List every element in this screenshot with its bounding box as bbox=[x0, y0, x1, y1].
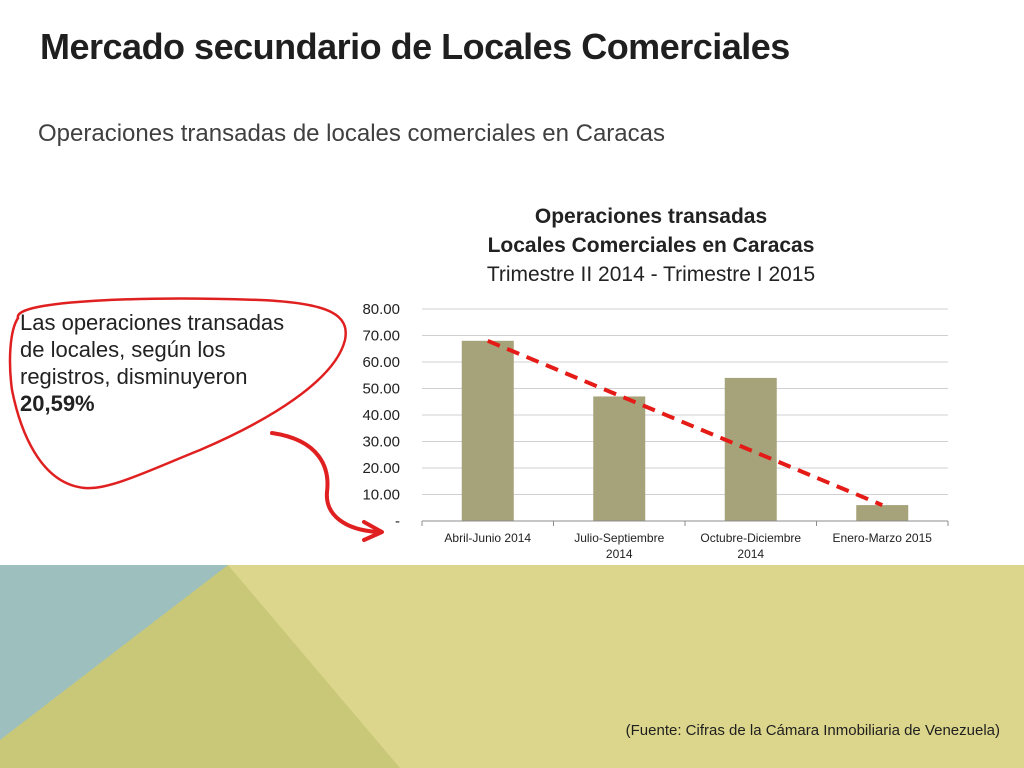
x-tick-label: Julio-Septiembre bbox=[574, 531, 664, 545]
callout-percentage: 20,59% bbox=[20, 391, 95, 416]
y-tick-label: 30.00 bbox=[362, 434, 400, 451]
y-tick-label: 40.00 bbox=[362, 407, 400, 424]
callout-body: Las operaciones transadas de locales, se… bbox=[20, 310, 285, 389]
y-tick-label: 20.00 bbox=[362, 460, 400, 477]
trend-line bbox=[486, 338, 884, 507]
x-tick-label: Enero-Marzo 2015 bbox=[833, 531, 933, 545]
y-tick-label: 10.00 bbox=[362, 487, 400, 504]
x-axis-labels: Abril-Junio 2014 Julio-Septiembre 2014 Octu… bbox=[444, 531, 932, 561]
page-subtitle: Operaciones transadas de locales comerci… bbox=[38, 120, 665, 147]
annotation-arrowhead bbox=[362, 520, 384, 542]
chart-title-line1: Operaciones transadas bbox=[535, 205, 767, 228]
y-tick-label: 70.00 bbox=[362, 328, 400, 345]
x-tick-label: 2014 bbox=[737, 547, 764, 561]
page-title: Mercado secundario de Locales Comerciale… bbox=[40, 26, 790, 67]
y-tick-label: 80.00 bbox=[362, 301, 400, 318]
y-tick-label: 50.00 bbox=[362, 381, 400, 398]
chart-title-line2: Locales Comerciales en Caracas bbox=[488, 234, 815, 257]
y-tick-label: 60.00 bbox=[362, 354, 400, 371]
y-axis-ticks: - 10.00 20.00 30.00 40.00 50.00 60.00 70.00 80.0… bbox=[362, 301, 400, 530]
background-decoration bbox=[0, 565, 1024, 768]
source-note: (Fuente: Cifras de la Cámara Inmobiliari… bbox=[625, 722, 1000, 739]
annotation-loop bbox=[8, 297, 347, 490]
annotation-arrow bbox=[270, 431, 380, 534]
bar bbox=[461, 340, 514, 521]
bar-chart: Operaciones transadas Locales Comerciale… bbox=[362, 205, 949, 561]
chart-subtitle: Trimestre II 2014 - Trimestre I 2015 bbox=[487, 263, 815, 286]
x-axis bbox=[421, 520, 949, 526]
bg-teal-shape bbox=[0, 565, 228, 740]
callout-text: Las operaciones transadas de locales, se… bbox=[20, 309, 300, 417]
x-tick-label: Abril-Junio 2014 bbox=[444, 531, 531, 545]
y-tick-label: - bbox=[395, 513, 400, 530]
x-tick-label: Octubre-Diciembre bbox=[700, 531, 801, 545]
x-tick-label: 2014 bbox=[606, 547, 633, 561]
bar bbox=[856, 505, 909, 521]
bar bbox=[593, 396, 646, 521]
annotation-overlay bbox=[8, 297, 384, 542]
